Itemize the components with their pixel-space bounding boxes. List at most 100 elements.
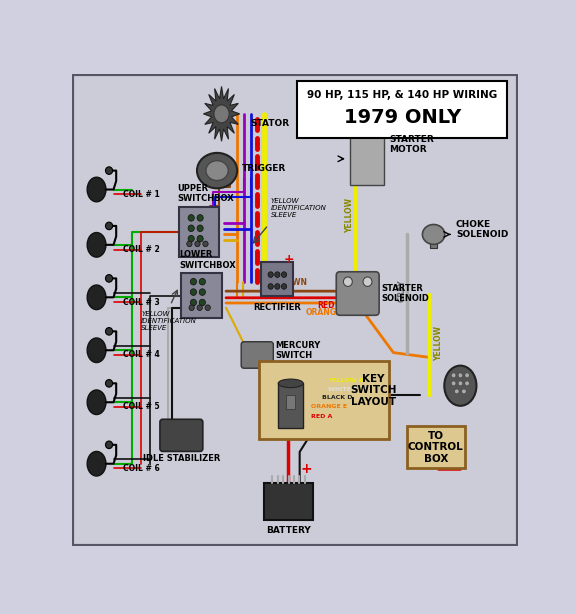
FancyBboxPatch shape <box>262 262 293 297</box>
Ellipse shape <box>350 123 384 133</box>
Circle shape <box>187 241 192 247</box>
Circle shape <box>197 225 203 231</box>
FancyBboxPatch shape <box>241 342 274 368</box>
Text: YELLOW B: YELLOW B <box>328 378 363 384</box>
Text: BROWN: BROWN <box>274 278 307 287</box>
Text: RED A: RED A <box>311 414 332 419</box>
Ellipse shape <box>87 390 106 414</box>
Text: GRAY: GRAY <box>398 280 407 303</box>
Circle shape <box>197 235 203 242</box>
Circle shape <box>188 225 194 231</box>
Text: UPPER
SWITCHBOX: UPPER SWITCHBOX <box>177 184 234 203</box>
Circle shape <box>195 241 200 247</box>
Circle shape <box>199 278 206 285</box>
Text: COIL # 5: COIL # 5 <box>123 403 160 411</box>
Text: YELLOW: YELLOW <box>346 198 355 233</box>
Circle shape <box>188 214 194 221</box>
FancyBboxPatch shape <box>259 361 389 439</box>
Text: 1979 ONLY: 1979 ONLY <box>344 107 461 126</box>
Circle shape <box>105 167 113 174</box>
Circle shape <box>281 272 287 278</box>
FancyBboxPatch shape <box>160 419 203 451</box>
Circle shape <box>275 272 280 278</box>
Text: BLACK D: BLACK D <box>322 395 353 400</box>
Ellipse shape <box>214 105 229 123</box>
Circle shape <box>197 214 203 221</box>
Text: STATOR: STATOR <box>251 119 290 128</box>
Text: RECTIFIER: RECTIFIER <box>253 303 301 312</box>
Text: MERCURY
SWITCH: MERCURY SWITCH <box>275 341 320 360</box>
Circle shape <box>105 441 113 449</box>
Bar <box>286 395 295 410</box>
Text: COIL # 3: COIL # 3 <box>123 298 160 306</box>
Text: IDLE STABILIZER: IDLE STABILIZER <box>143 454 220 464</box>
Ellipse shape <box>87 338 106 362</box>
Text: TRIGGER: TRIGGER <box>242 164 286 173</box>
Bar <box>278 383 303 429</box>
Text: RED: RED <box>318 301 335 309</box>
Text: +: + <box>283 253 294 266</box>
Circle shape <box>268 284 274 289</box>
Text: CHOKE
SOLENOID: CHOKE SOLENOID <box>456 220 508 239</box>
Text: +: + <box>301 462 312 475</box>
FancyBboxPatch shape <box>336 272 379 315</box>
Circle shape <box>275 284 280 289</box>
FancyBboxPatch shape <box>181 273 222 318</box>
Text: COIL # 2: COIL # 2 <box>123 245 160 254</box>
Circle shape <box>197 305 202 311</box>
Circle shape <box>105 274 113 282</box>
Ellipse shape <box>206 161 228 181</box>
Circle shape <box>199 289 206 295</box>
Text: ORANGE E: ORANGE E <box>311 405 347 410</box>
Ellipse shape <box>87 233 106 257</box>
Circle shape <box>458 381 463 386</box>
Ellipse shape <box>444 365 476 406</box>
Text: TO
CONTROL
BOX: TO CONTROL BOX <box>408 430 464 464</box>
Circle shape <box>465 373 469 378</box>
Circle shape <box>190 289 196 295</box>
Text: COIL # 6: COIL # 6 <box>123 464 160 473</box>
Circle shape <box>105 222 113 230</box>
Bar <box>361 116 372 128</box>
Circle shape <box>105 327 113 335</box>
FancyBboxPatch shape <box>407 426 465 468</box>
Polygon shape <box>203 87 240 141</box>
Circle shape <box>281 284 287 289</box>
Circle shape <box>203 241 208 247</box>
Ellipse shape <box>422 225 445 244</box>
FancyBboxPatch shape <box>179 208 219 257</box>
Text: STARTER
MOTOR: STARTER MOTOR <box>389 135 434 154</box>
Circle shape <box>205 305 210 311</box>
Circle shape <box>105 379 113 387</box>
Text: COIL # 4: COIL # 4 <box>123 351 160 359</box>
Text: BLK: BLK <box>367 401 384 410</box>
Circle shape <box>462 389 466 394</box>
Ellipse shape <box>87 451 106 476</box>
Bar <box>350 128 384 185</box>
Text: STARTER
SOLENOID: STARTER SOLENOID <box>381 284 429 303</box>
Text: KEY
SWITCH
LAYOUT: KEY SWITCH LAYOUT <box>350 374 397 407</box>
Text: YELLOW
IDENTIFICATION
SLEEVE: YELLOW IDENTIFICATION SLEEVE <box>141 311 197 331</box>
Text: WHITE F: WHITE F <box>328 387 357 392</box>
FancyBboxPatch shape <box>297 81 507 138</box>
Ellipse shape <box>197 153 237 188</box>
Ellipse shape <box>87 177 106 202</box>
Text: BATTERY: BATTERY <box>266 526 311 535</box>
Circle shape <box>363 277 372 286</box>
Text: ORANGE: ORANGE <box>306 308 342 317</box>
Text: 90 HP, 115 HP, & 140 HP WIRING: 90 HP, 115 HP, & 140 HP WIRING <box>307 90 498 100</box>
Circle shape <box>189 305 194 311</box>
Circle shape <box>458 373 463 378</box>
Text: COIL # 1: COIL # 1 <box>123 190 160 199</box>
Circle shape <box>199 299 206 306</box>
Ellipse shape <box>87 285 106 309</box>
Circle shape <box>452 381 456 386</box>
Bar <box>430 233 437 247</box>
Circle shape <box>343 277 353 286</box>
Ellipse shape <box>278 379 303 387</box>
Text: YELLOW
IDENTIFICATION
SLEEVE: YELLOW IDENTIFICATION SLEEVE <box>271 198 327 218</box>
Text: LOWER
SWITCHBOX: LOWER SWITCHBOX <box>179 251 236 270</box>
Text: YELLOW: YELLOW <box>434 325 444 360</box>
Circle shape <box>188 235 194 242</box>
FancyBboxPatch shape <box>264 483 313 521</box>
